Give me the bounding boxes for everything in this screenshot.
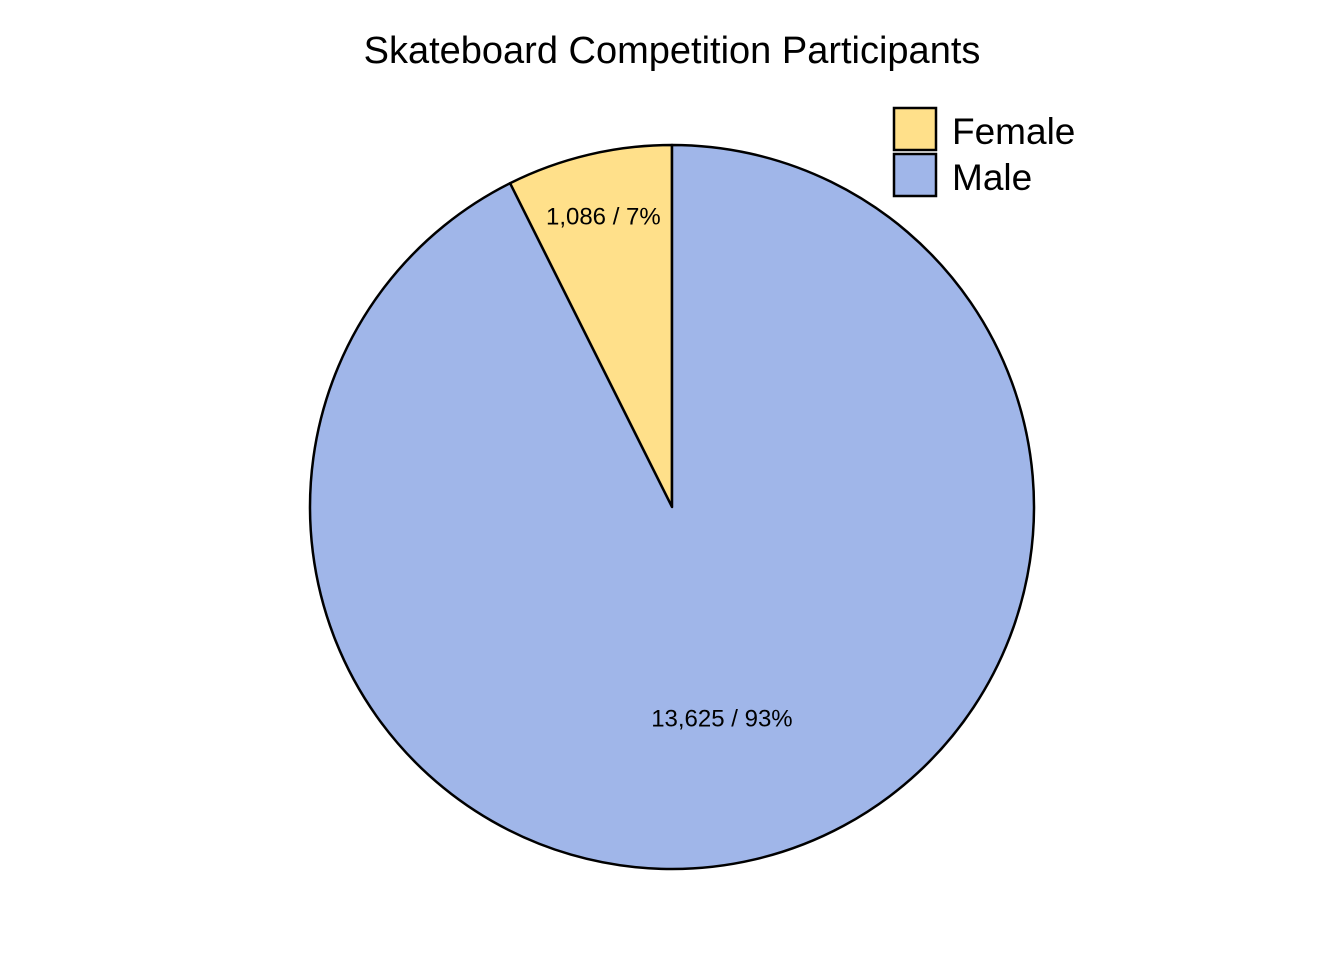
pie-slice-male: [308, 143, 1036, 871]
legend: Female Male: [892, 106, 1075, 198]
slice-labels: 1,086 / 7% 13,625 / 93%: [546, 203, 793, 732]
legend-label-male: Male: [952, 157, 1032, 198]
legend-swatch-male: [892, 152, 938, 198]
chart-title: Skateboard Competition Participants: [364, 30, 981, 72]
pie-slice-female: [508, 143, 674, 509]
legend-swatch-female: [892, 106, 938, 152]
slice-label-male: 13,625 / 93%: [651, 705, 792, 732]
legend-label-female: Female: [952, 111, 1075, 152]
pie-slices: [308, 143, 1036, 871]
slice-label-female: 1,086 / 7%: [546, 203, 661, 230]
